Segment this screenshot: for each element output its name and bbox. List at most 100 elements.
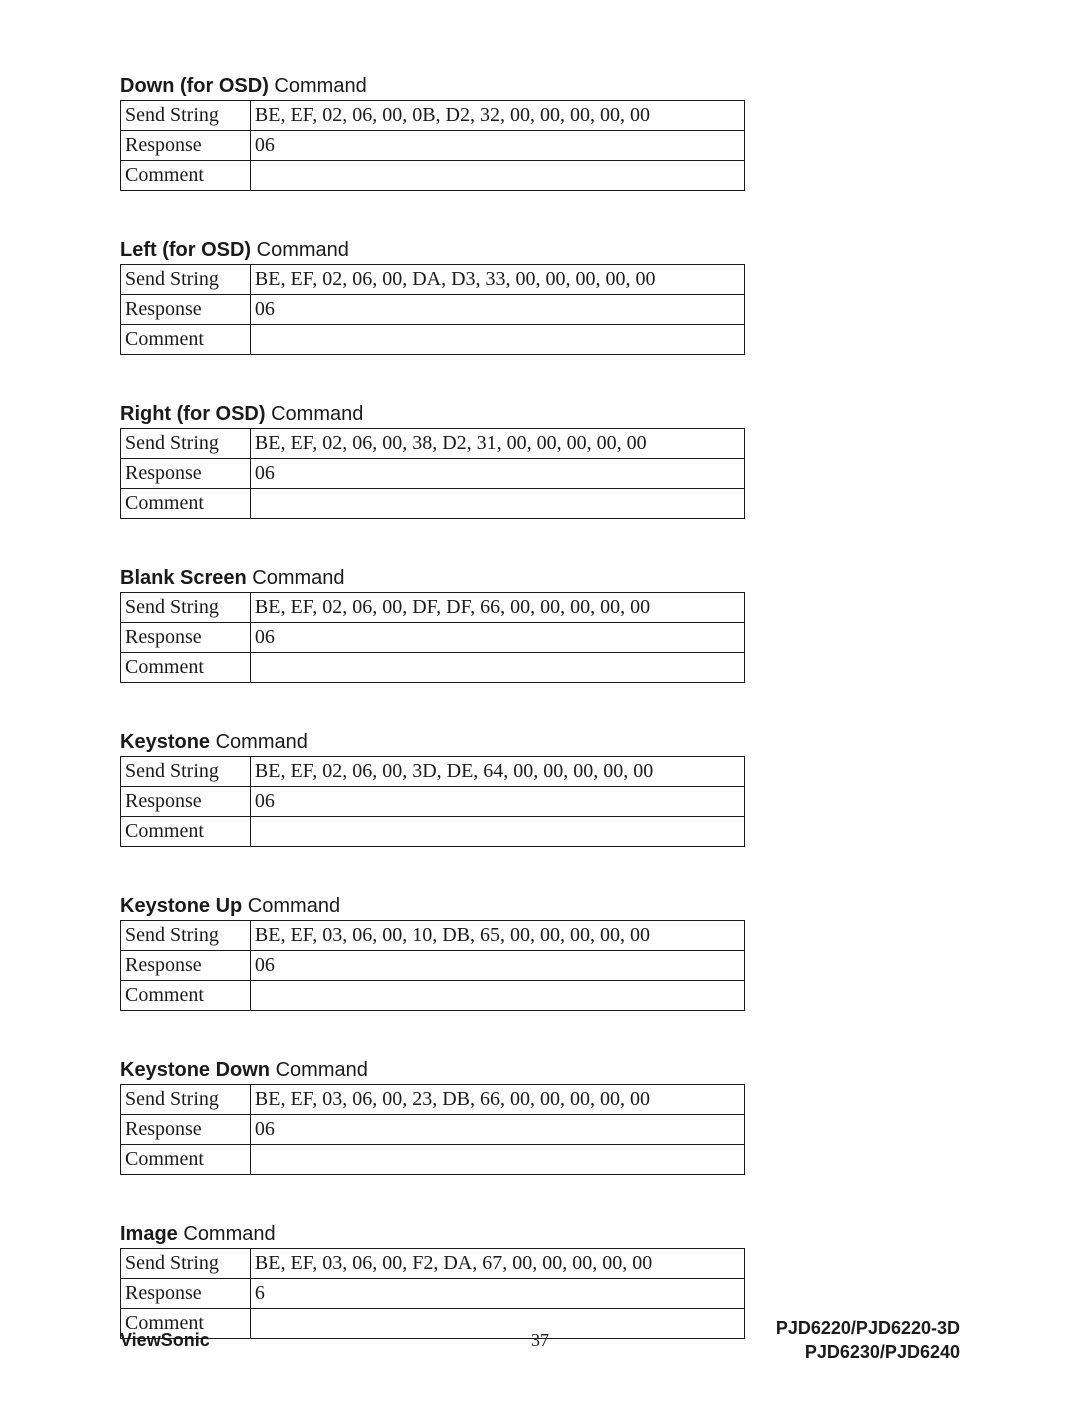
row-label: Response <box>121 951 251 981</box>
command-title-normal: Command <box>251 239 349 261</box>
row-value: 6 <box>250 1279 744 1309</box>
row-value: 06 <box>250 623 744 653</box>
table-row: Send StringBE, EF, 02, 06, 00, 0B, D2, 3… <box>121 101 745 131</box>
command-title: Down (for OSD) Command <box>120 75 960 98</box>
row-label: Comment <box>121 161 251 191</box>
row-value: BE, EF, 03, 06, 00, 23, DB, 66, 00, 00, … <box>250 1085 744 1115</box>
row-value: BE, EF, 02, 06, 00, DA, D3, 33, 00, 00, … <box>250 265 744 295</box>
command-section: Keystone Up Command Send StringBE, EF, 03… <box>120 895 960 1011</box>
footer-model-line1: PJD6220/PJD6220-3D <box>776 1317 960 1340</box>
command-table: Send StringBE, EF, 02, 06, 00, DA, D3, 3… <box>120 264 745 355</box>
command-title-normal: Command <box>266 403 364 425</box>
table-row: Send StringBE, EF, 02, 06, 00, DF, DF, 6… <box>121 593 745 623</box>
command-title-bold: Keystone Down <box>120 1059 270 1081</box>
table-row: Comment <box>121 653 745 683</box>
command-table: Send StringBE, EF, 02, 06, 00, 3D, DE, 6… <box>120 756 745 847</box>
table-row: Response06 <box>121 787 745 817</box>
table-row: Comment <box>121 489 745 519</box>
row-label: Send String <box>121 921 251 951</box>
row-label: Send String <box>121 1249 251 1279</box>
row-label: Send String <box>121 265 251 295</box>
command-title-bold: Blank Screen <box>120 567 247 589</box>
command-table: Send StringBE, EF, 03, 06, 00, 23, DB, 6… <box>120 1084 745 1175</box>
command-title: Image Command <box>120 1223 960 1246</box>
command-section: Blank Screen CommandSend StringBE, EF, 0… <box>120 567 960 683</box>
command-section: Keystone Command Send StringBE, EF, 02, 0… <box>120 731 960 847</box>
row-value <box>250 653 744 683</box>
command-section: Left (for OSD) CommandSend StringBE, EF,… <box>120 239 960 355</box>
row-label: Send String <box>121 101 251 131</box>
row-label: Comment <box>121 817 251 847</box>
row-label: Send String <box>121 1085 251 1115</box>
row-value: BE, EF, 02, 06, 00, 0B, D2, 32, 00, 00, … <box>250 101 744 131</box>
command-title-normal: Command <box>178 1223 276 1245</box>
footer-brand: ViewSonic <box>120 1330 210 1351</box>
table-row: Response06 <box>121 951 745 981</box>
page-footer: ViewSonic 37 PJD6220/PJD6220-3D PJD6230/… <box>120 1317 960 1364</box>
command-title: Keystone Up Command <box>120 895 960 918</box>
row-label: Response <box>121 1115 251 1145</box>
row-label: Response <box>121 623 251 653</box>
command-title: Keystone Down Command <box>120 1059 960 1082</box>
command-table: Send StringBE, EF, 03, 06, 00, 10, DB, 6… <box>120 920 745 1011</box>
row-value <box>250 161 744 191</box>
command-title-bold: Keystone Up <box>120 895 242 917</box>
row-value: 06 <box>250 787 744 817</box>
row-label: Comment <box>121 325 251 355</box>
row-value <box>250 489 744 519</box>
footer-page-number: 37 <box>531 1330 549 1351</box>
row-label: Response <box>121 295 251 325</box>
table-row: Send StringBE, EF, 02, 06, 00, 38, D2, 3… <box>121 429 745 459</box>
row-value: 06 <box>250 295 744 325</box>
row-label: Response <box>121 1279 251 1309</box>
command-title-bold: Right (for OSD) <box>120 403 266 425</box>
row-value: BE, EF, 03, 06, 00, 10, DB, 65, 00, 00, … <box>250 921 744 951</box>
row-label: Response <box>121 459 251 489</box>
row-value: 06 <box>250 1115 744 1145</box>
command-title-normal: Command <box>270 1059 368 1081</box>
footer-model-line2: PJD6230/PJD6240 <box>776 1341 960 1364</box>
command-title-bold: Keystone <box>120 731 210 753</box>
command-title-normal: Command <box>242 895 340 917</box>
table-row: Comment <box>121 325 745 355</box>
command-title-normal: Command <box>210 731 308 753</box>
command-title: Right (for OSD) Command <box>120 403 960 426</box>
command-section: Right (for OSD) Command Send StringBE, EF… <box>120 403 960 519</box>
command-table: Send StringBE, EF, 02, 06, 00, 38, D2, 3… <box>120 428 745 519</box>
table-row: Response06 <box>121 131 745 161</box>
command-title-normal: Command <box>269 75 367 97</box>
row-value: 06 <box>250 459 744 489</box>
table-row: Send StringBE, EF, 03, 06, 00, 23, DB, 6… <box>121 1085 745 1115</box>
table-row: Comment <box>121 981 745 1011</box>
table-row: Response06 <box>121 623 745 653</box>
command-title-bold: Down (for OSD) <box>120 75 269 97</box>
command-table: Send StringBE, EF, 02, 06, 00, DF, DF, 6… <box>120 592 745 683</box>
row-value <box>250 325 744 355</box>
table-row: Send StringBE, EF, 03, 06, 00, 10, DB, 6… <box>121 921 745 951</box>
table-row: Comment <box>121 817 745 847</box>
row-label: Send String <box>121 757 251 787</box>
table-row: Response06 <box>121 295 745 325</box>
row-value: BE, EF, 02, 06, 00, 3D, DE, 64, 00, 00, … <box>250 757 744 787</box>
table-row: Send StringBE, EF, 02, 06, 00, DA, D3, 3… <box>121 265 745 295</box>
command-title: Left (for OSD) Command <box>120 239 960 262</box>
table-row: Comment <box>121 1145 745 1175</box>
row-label: Comment <box>121 981 251 1011</box>
row-value: BE, EF, 02, 06, 00, 38, D2, 31, 00, 00, … <box>250 429 744 459</box>
row-label: Response <box>121 131 251 161</box>
command-section: Down (for OSD) Command Send StringBE, EF,… <box>120 75 960 191</box>
command-title-bold: Left (for OSD) <box>120 239 251 261</box>
row-value: 06 <box>250 951 744 981</box>
row-value: BE, EF, 03, 06, 00, F2, DA, 67, 00, 00, … <box>250 1249 744 1279</box>
row-value <box>250 817 744 847</box>
row-value <box>250 1145 744 1175</box>
row-label: Comment <box>121 1145 251 1175</box>
table-row: Response06 <box>121 459 745 489</box>
footer-model: PJD6220/PJD6220-3D PJD6230/PJD6240 <box>776 1317 960 1364</box>
row-label: Comment <box>121 653 251 683</box>
row-label: Send String <box>121 593 251 623</box>
command-section: Keystone Down Command Send StringBE, EF, … <box>120 1059 960 1175</box>
row-value: BE, EF, 02, 06, 00, DF, DF, 66, 00, 00, … <box>250 593 744 623</box>
table-row: Send StringBE, EF, 02, 06, 00, 3D, DE, 6… <box>121 757 745 787</box>
row-label: Comment <box>121 489 251 519</box>
